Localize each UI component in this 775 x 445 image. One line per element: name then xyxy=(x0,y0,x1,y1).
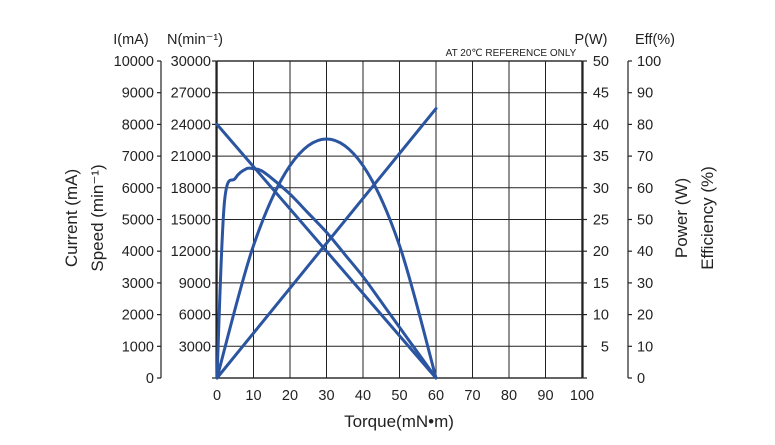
current-tick-label: 9000 xyxy=(122,86,154,102)
current-unit: I(mA) xyxy=(113,32,148,48)
speed-tick-labels: 3000 6000 9000 12000 15000 18000 21000 24000 270… xyxy=(171,54,211,355)
speed-tick-label: 24000 xyxy=(171,117,211,133)
current-tick-label: 6000 xyxy=(122,181,154,197)
speed-tick-label: 27000 xyxy=(171,86,211,102)
grid-lines xyxy=(217,61,582,378)
current-axis-label: Current (mA) xyxy=(62,169,81,267)
x-tick-label: 10 xyxy=(245,388,261,404)
speed-tick-label: 12000 xyxy=(171,244,211,260)
current-tick-label: 5000 xyxy=(122,213,154,229)
speed-tick-label: 30000 xyxy=(171,54,211,70)
curves xyxy=(215,107,438,380)
current-tick-labels: 0 1000 2000 3000 4000 5000 6000 7000 8000 9000 100… xyxy=(114,54,154,387)
x-tick-label: 70 xyxy=(464,388,480,404)
efficiency-tick-label: 90 xyxy=(637,86,653,102)
power-tick-label: 30 xyxy=(593,181,609,197)
x-tick-label: 30 xyxy=(318,388,334,404)
efficiency-tick-labels: 0 10 20 30 40 50 60 70 80 90 100 xyxy=(637,54,661,387)
power-tick-label: 15 xyxy=(593,276,609,292)
power-tick-label: 35 xyxy=(593,149,609,165)
power-tick-labels: 5 10 15 20 25 30 35 40 45 50 xyxy=(593,54,609,355)
efficiency-tick-label: 40 xyxy=(637,244,653,260)
x-tick-label: 60 xyxy=(428,388,444,404)
efficiency-tick-label: 60 xyxy=(637,181,653,197)
power-axis-label: Power (W) xyxy=(672,178,691,258)
efficiency-tick-label: 30 xyxy=(637,276,653,292)
efficiency-tick-label: 50 xyxy=(637,213,653,229)
power-tick-label: 50 xyxy=(593,54,609,70)
speed-unit: N(min⁻¹) xyxy=(167,32,223,48)
current-tick-label: 3000 xyxy=(122,276,154,292)
power-tick-label: 5 xyxy=(601,339,609,355)
current-tick-label: 7000 xyxy=(122,149,154,165)
speed-tick-label: 15000 xyxy=(171,213,211,229)
x-tick-label: 40 xyxy=(355,388,371,404)
speed-axis-label: Speed (min⁻¹) xyxy=(88,164,107,271)
efficiency-axis-label: Efficiency (%) xyxy=(698,166,717,270)
speed-tick-label: 9000 xyxy=(179,276,211,292)
x-axis-label: Torque(mN•m) xyxy=(344,412,454,431)
x-tick-label: 20 xyxy=(282,388,298,404)
speed-curve xyxy=(215,122,438,380)
plot-frame xyxy=(216,60,583,379)
x-tick-label: 50 xyxy=(391,388,407,404)
efficiency-unit: Eff(%) xyxy=(635,32,675,48)
power-tick-label: 25 xyxy=(593,213,609,229)
x-tick-label: 100 xyxy=(570,388,594,404)
current-tick-label: 1000 xyxy=(122,339,154,355)
current-tick-label: 4000 xyxy=(122,244,154,260)
reference-note: AT 20℃ REFERENCE ONLY xyxy=(446,48,577,59)
speed-tick-label: 18000 xyxy=(171,181,211,197)
efficiency-tick-label: 10 xyxy=(637,339,653,355)
x-tick-label: 90 xyxy=(537,388,553,404)
current-tick-label: 8000 xyxy=(122,117,154,133)
efficiency-tick-label: 0 xyxy=(637,371,645,387)
power-tick-label: 20 xyxy=(593,244,609,260)
power-curve xyxy=(215,137,438,380)
efficiency-curve xyxy=(215,166,438,380)
current-tick-label: 10000 xyxy=(114,54,154,70)
current-tick-label: 2000 xyxy=(122,308,154,324)
speed-tick-label: 6000 xyxy=(179,308,211,324)
power-unit: P(W) xyxy=(574,32,607,48)
current-curve xyxy=(215,107,438,380)
x-tick-label: 0 xyxy=(213,388,221,404)
speed-tick-label: 3000 xyxy=(179,339,211,355)
power-tick-label: 40 xyxy=(593,117,609,133)
efficiency-tick-label: 20 xyxy=(637,308,653,324)
power-tick-label: 45 xyxy=(593,86,609,102)
x-tick-label: 80 xyxy=(501,388,517,404)
x-tick-labels: 0 10 20 30 40 50 60 70 80 90 100 xyxy=(213,388,594,404)
efficiency-tick-label: 70 xyxy=(637,149,653,165)
efficiency-tick-label: 100 xyxy=(637,54,661,70)
speed-tick-label: 21000 xyxy=(171,149,211,165)
current-tick-label: 0 xyxy=(146,371,154,387)
efficiency-tick-label: 80 xyxy=(637,117,653,133)
axis-lines xyxy=(157,60,632,379)
power-tick-label: 10 xyxy=(593,308,609,324)
